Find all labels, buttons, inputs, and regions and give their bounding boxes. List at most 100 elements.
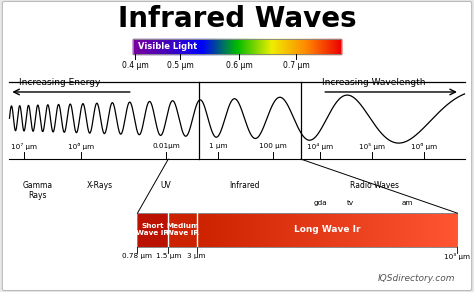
Bar bbox=[253, 39, 254, 54]
Bar bbox=[372, 213, 373, 247]
Bar bbox=[150, 39, 151, 54]
Bar bbox=[426, 213, 428, 247]
Bar bbox=[217, 39, 218, 54]
Bar bbox=[311, 213, 313, 247]
Bar bbox=[285, 39, 286, 54]
Bar bbox=[369, 213, 370, 247]
Bar bbox=[441, 213, 442, 247]
Bar bbox=[402, 213, 404, 247]
Bar bbox=[165, 39, 166, 54]
Bar bbox=[272, 213, 273, 247]
Bar bbox=[261, 213, 262, 247]
Bar bbox=[333, 213, 335, 247]
Bar bbox=[288, 39, 289, 54]
Bar bbox=[224, 39, 225, 54]
Bar bbox=[168, 213, 197, 247]
Bar bbox=[230, 39, 231, 54]
Bar bbox=[275, 39, 276, 54]
Bar bbox=[164, 39, 165, 54]
Bar bbox=[227, 213, 228, 247]
Bar bbox=[455, 213, 456, 247]
Bar bbox=[309, 213, 310, 247]
Bar bbox=[174, 39, 175, 54]
Bar bbox=[154, 39, 155, 54]
Bar bbox=[442, 213, 443, 247]
Bar bbox=[145, 39, 146, 54]
Bar bbox=[392, 213, 393, 247]
Bar bbox=[203, 213, 204, 247]
Bar bbox=[194, 39, 195, 54]
Bar bbox=[218, 213, 219, 247]
Bar bbox=[148, 39, 149, 54]
Bar bbox=[336, 39, 337, 54]
Bar bbox=[311, 39, 312, 54]
Bar bbox=[269, 39, 270, 54]
Bar bbox=[378, 213, 380, 247]
Bar bbox=[220, 213, 221, 247]
Bar bbox=[275, 213, 276, 247]
Bar bbox=[327, 39, 328, 54]
Bar bbox=[243, 213, 244, 247]
Bar bbox=[137, 213, 168, 247]
Bar bbox=[257, 39, 258, 54]
Bar bbox=[197, 213, 198, 247]
Bar bbox=[299, 213, 300, 247]
Bar bbox=[303, 39, 304, 54]
Bar bbox=[222, 213, 223, 247]
Bar bbox=[222, 39, 223, 54]
Bar bbox=[278, 213, 280, 247]
Bar bbox=[399, 213, 401, 247]
Bar bbox=[350, 213, 351, 247]
Bar bbox=[296, 213, 297, 247]
Bar bbox=[333, 39, 334, 54]
Bar bbox=[329, 39, 330, 54]
Bar bbox=[307, 39, 308, 54]
Text: 10³ μm: 10³ μm bbox=[445, 253, 470, 260]
Bar bbox=[283, 213, 285, 247]
Bar bbox=[223, 213, 224, 247]
Bar bbox=[181, 39, 182, 54]
Bar bbox=[290, 213, 291, 247]
Bar bbox=[309, 39, 310, 54]
Bar bbox=[252, 213, 254, 247]
Bar bbox=[203, 39, 204, 54]
Bar bbox=[159, 39, 160, 54]
Bar bbox=[321, 213, 322, 247]
Bar bbox=[230, 213, 232, 247]
Bar bbox=[272, 39, 273, 54]
Bar bbox=[335, 39, 336, 54]
Bar bbox=[279, 39, 280, 54]
Bar bbox=[281, 213, 283, 247]
Bar bbox=[283, 213, 284, 247]
Bar bbox=[301, 213, 302, 247]
Bar bbox=[238, 213, 240, 247]
Bar bbox=[184, 39, 185, 54]
Bar bbox=[264, 213, 265, 247]
Bar bbox=[453, 213, 455, 247]
Bar bbox=[418, 213, 419, 247]
Bar bbox=[172, 39, 173, 54]
Bar bbox=[299, 39, 300, 54]
Bar bbox=[219, 213, 221, 247]
Bar bbox=[325, 39, 326, 54]
Bar bbox=[273, 213, 274, 247]
Bar bbox=[256, 213, 257, 247]
Bar bbox=[204, 39, 205, 54]
Bar bbox=[437, 213, 438, 247]
Bar bbox=[248, 39, 249, 54]
Bar bbox=[297, 39, 298, 54]
Bar bbox=[446, 213, 447, 247]
Bar bbox=[245, 39, 246, 54]
Bar bbox=[341, 213, 342, 247]
Bar bbox=[271, 39, 272, 54]
Bar bbox=[330, 39, 331, 54]
Bar bbox=[265, 39, 266, 54]
Bar bbox=[142, 39, 143, 54]
Bar bbox=[221, 39, 222, 54]
Bar bbox=[305, 39, 306, 54]
Bar bbox=[246, 213, 247, 247]
Bar bbox=[345, 213, 346, 247]
Bar bbox=[339, 39, 340, 54]
Bar bbox=[280, 39, 281, 54]
Bar bbox=[175, 39, 176, 54]
